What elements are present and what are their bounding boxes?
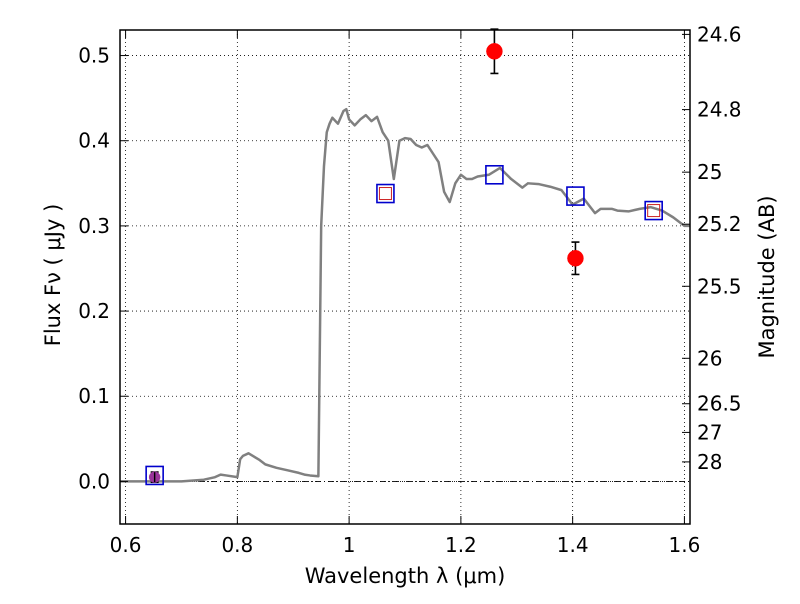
right-axis-tick-label: 25.5 <box>697 274 742 298</box>
x-axis-label: Wavelength λ (μm) <box>305 564 506 588</box>
plot-frame <box>119 29 691 525</box>
y-tick-label: 0.2 <box>78 299 110 323</box>
model-photometry-box <box>145 465 164 486</box>
right-axis-tick-label: 25.2 <box>697 212 742 236</box>
x-tick-label: 0.6 <box>110 533 142 557</box>
observed-point <box>567 250 584 267</box>
y-tick-label: 0.5 <box>78 44 110 68</box>
right-axis-tick-label: 24.6 <box>697 22 742 46</box>
right-axis-label: Magnitude (AB) <box>755 195 779 358</box>
x-tick-label: 1 <box>343 533 356 557</box>
model-photometry-box <box>566 186 585 206</box>
model-photometry-inner-box <box>378 187 392 201</box>
y-tick-label: 0.0 <box>78 469 110 493</box>
model-sed-line <box>120 107 690 483</box>
y-tick-label: 0.4 <box>78 129 110 153</box>
ticks <box>120 30 690 524</box>
tick-labels: 0.6 0.8 1 1.2 1.4 1.6 0.0 0.1 0.2 0.3 0.4 0.5 24.6 24… <box>78 22 741 557</box>
model-photometry-box <box>644 200 663 221</box>
grid <box>120 30 690 524</box>
x-tick-label: 1.2 <box>445 533 477 557</box>
y-tick-label: 0.1 <box>78 384 110 408</box>
right-axis-tick-label: 27 <box>697 420 722 444</box>
y-axis-label: Flux Fν ( μJy ) <box>41 204 65 347</box>
right-axis-tick-label: 26 <box>697 346 722 370</box>
x-tick-label: 0.8 <box>221 533 253 557</box>
model-photometry-box <box>376 183 395 204</box>
right-axis-tick-label: 26.5 <box>697 392 742 416</box>
x-tick-label: 1.6 <box>669 533 701 557</box>
data-layer <box>120 28 690 486</box>
x-tick-label: 1.4 <box>557 533 589 557</box>
model-photometry-box <box>485 164 504 185</box>
observed-point <box>486 43 503 60</box>
model-photometry-inner-box <box>647 204 661 218</box>
y-tick-label: 0.3 <box>78 214 110 238</box>
right-axis-tick-label: 24.8 <box>697 98 742 122</box>
right-axis-tick-label: 28 <box>697 450 722 474</box>
right-axis-tick-label: 25 <box>697 160 722 184</box>
